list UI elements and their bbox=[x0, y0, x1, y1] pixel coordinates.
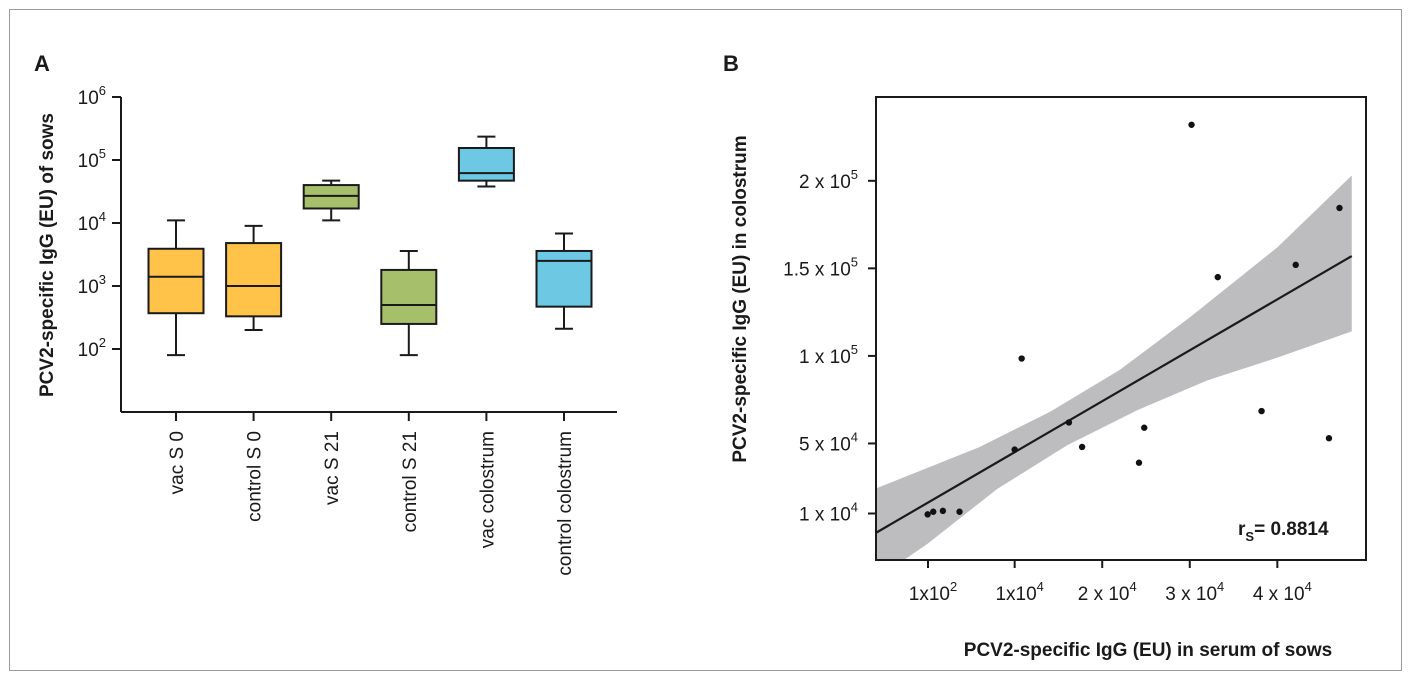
iqr-box bbox=[147, 247, 205, 315]
panel-a-x-tick-label: vac S 21 bbox=[322, 431, 343, 505]
panel-b-y-tick-label: 1 x 105 bbox=[799, 342, 858, 368]
box-control-s-0 bbox=[225, 224, 283, 332]
panel-a-y-axis-label: PCV2-specific IgG (EU) of sows bbox=[37, 113, 58, 397]
scatter-point bbox=[1336, 204, 1343, 212]
figure-frame bbox=[9, 9, 1402, 671]
scatter-point bbox=[1258, 407, 1265, 415]
iqr-box bbox=[457, 147, 515, 182]
box-vac-colostrum bbox=[457, 135, 515, 188]
scatter-point bbox=[939, 507, 947, 515]
panel-a-letter: A bbox=[34, 51, 50, 76]
panel-a-y-tick-label: 104 bbox=[78, 209, 106, 235]
iqr-box bbox=[225, 242, 283, 318]
scatter-point bbox=[1135, 459, 1143, 466]
scatter-point bbox=[1325, 435, 1333, 442]
box-vac-s-0 bbox=[147, 219, 205, 357]
scatter-point bbox=[1018, 355, 1025, 362]
panel-b-x-tick-label: 1x104 bbox=[995, 579, 1043, 605]
panel-b-y-tick-label: 5 x 104 bbox=[799, 429, 858, 455]
panel-b-x-tick-label: 3 x 104 bbox=[1165, 579, 1224, 605]
panel-b-y-tick-label: 1 x 104 bbox=[799, 500, 858, 526]
panel-a-y-tick-label: 106 bbox=[78, 83, 106, 109]
scatter-point bbox=[1214, 273, 1221, 281]
panel-a-x-tick-label: control S 21 bbox=[400, 431, 421, 532]
box-vac-s-21 bbox=[302, 179, 360, 222]
box-control-colostrum bbox=[535, 232, 593, 330]
panel-a-y-tick-label: 105 bbox=[78, 146, 106, 172]
panel-a-x-tick-label: control S 0 bbox=[245, 431, 266, 522]
panel-a-y-tick-label: 102 bbox=[78, 335, 106, 361]
panel-a-x-tick-label: vac S 0 bbox=[167, 431, 188, 494]
scatter-point bbox=[956, 508, 963, 515]
scatter-point bbox=[1078, 443, 1086, 451]
iqr-box bbox=[380, 268, 438, 325]
panel-b-plot-frame bbox=[875, 96, 1367, 561]
panel-a-y-tick-label: 103 bbox=[78, 272, 106, 298]
panel-a-x-tick-label: control colostrum bbox=[555, 431, 576, 576]
iqr-box bbox=[535, 249, 593, 308]
panel-b-x-axis-label: PCV2-specific IgG (EU) in serum of sows bbox=[964, 640, 1332, 661]
panel-b-y-axis-label: PCV2-specific IgG (EU) in colostrum bbox=[730, 135, 751, 462]
panel-a-x-tick-label: vac colostrum bbox=[477, 431, 498, 548]
panel-b-x-tick-label: 2 x 104 bbox=[1078, 579, 1137, 605]
scatter-point bbox=[1141, 424, 1148, 431]
panel-a: A PCV2-specific IgG (EU) of sows 102 103 1… bbox=[34, 51, 617, 576]
box-control-s-21 bbox=[380, 249, 438, 357]
correlation-label: rS= 0.8814 bbox=[1238, 519, 1329, 544]
panel-b-y-tick-label: 2 x 105 bbox=[799, 167, 858, 193]
regression-line bbox=[876, 255, 1353, 535]
panel-b-x-tick-label: 4 x 104 bbox=[1253, 579, 1312, 605]
scatter-point bbox=[924, 511, 931, 518]
scatter-point bbox=[1188, 121, 1195, 128]
scatter-point bbox=[1065, 419, 1073, 426]
scatter-point bbox=[1011, 446, 1018, 453]
panel-b-y-tick-label: 1.5 x 105 bbox=[783, 254, 858, 280]
panel-b-x-tick-label: 1x102 bbox=[909, 579, 957, 605]
scatter-point bbox=[1292, 261, 1299, 269]
panel-b-letter: B bbox=[723, 51, 739, 76]
scatter-point bbox=[930, 508, 937, 515]
